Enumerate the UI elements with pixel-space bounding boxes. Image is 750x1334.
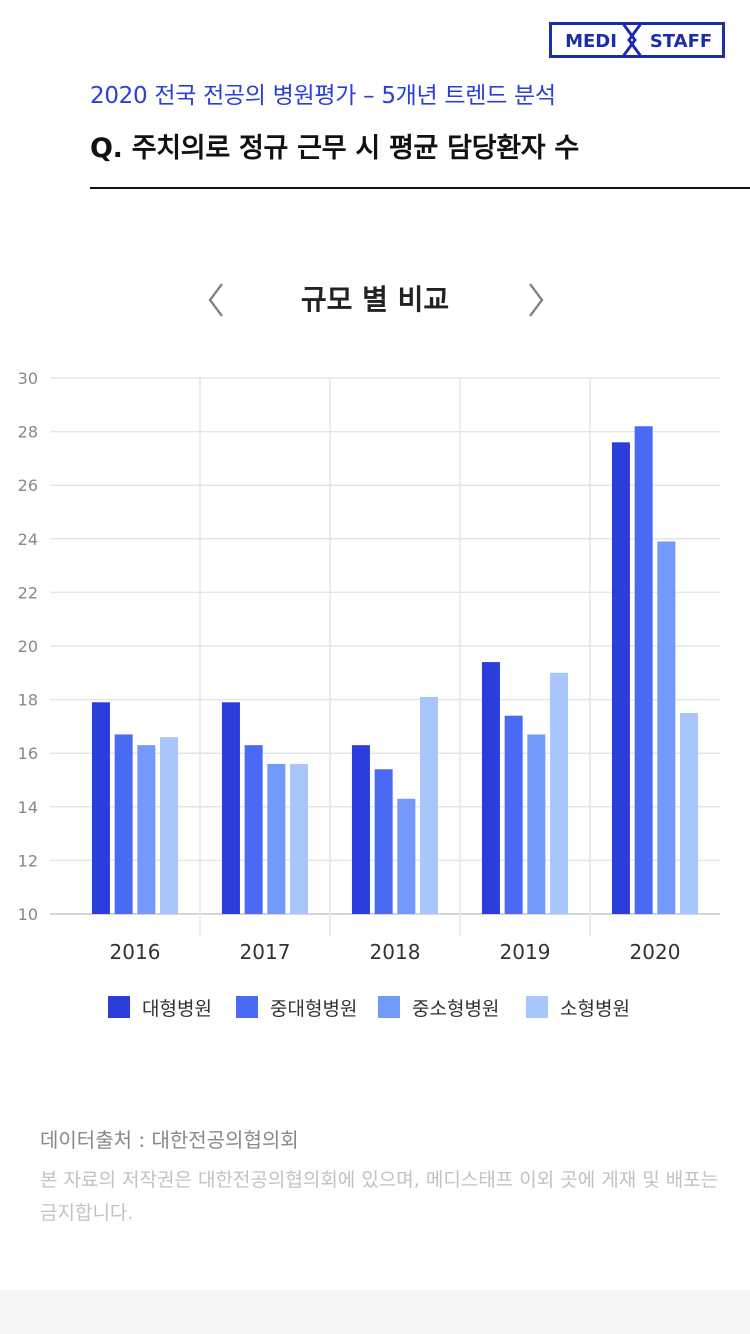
x-tick-label: 2020 [630, 940, 681, 964]
y-tick-label: 20 [18, 637, 38, 656]
y-tick-label: 10 [18, 905, 38, 924]
bar-2019-0 [481, 662, 500, 914]
bar-2019-2 [527, 734, 546, 914]
bar-2020-1 [634, 426, 653, 914]
bar-2018-3 [420, 696, 439, 914]
bar-2016-0 [91, 702, 110, 914]
y-tick-label: 12 [18, 851, 38, 870]
header-divider [90, 187, 750, 189]
bar-2017-1 [244, 745, 263, 914]
bar-2016-2 [137, 745, 156, 914]
legend-swatch [236, 996, 258, 1018]
logo-left-text: MEDI [565, 31, 617, 52]
chart-view-title: 규모 별 비교 [300, 283, 450, 316]
y-tick-label: 18 [18, 691, 38, 710]
y-tick-label: 28 [18, 423, 38, 442]
chevron-right-icon[interactable] [518, 280, 554, 320]
bar-2020-3 [680, 713, 699, 914]
legend-swatch [378, 996, 400, 1018]
question-title: Q. 주치의로 정규 근무 시 평균 담당환자 수 [90, 133, 579, 164]
x-tick-label: 2019 [500, 940, 551, 964]
bar-2018-2 [397, 798, 416, 914]
bar-2017-3 [290, 763, 309, 914]
legend-swatch [108, 996, 130, 1018]
footer-band [0, 1290, 750, 1334]
logo-right-text: STAFF [650, 31, 712, 52]
bar-chart: 10 12 14 16 18 20 22 24 26 28 30 2016 2017 2018 2019 20… [18, 369, 720, 964]
legend-label: 중소형병원 [412, 997, 500, 1020]
y-tick-label: 24 [18, 530, 38, 549]
bar-2020-2 [657, 541, 676, 914]
bar-2017-2 [267, 763, 286, 914]
x-tick-label: 2018 [370, 940, 421, 964]
data-source: 데이터출처 : 대한전공의협의회 [40, 1128, 299, 1152]
report-subtitle: 2020 전국 전공의 병원평가 – 5개년 트렌드 분석 [90, 83, 556, 109]
copyright-notice: 본 자료의 저작권은 대한전공의협의회에 있으며, 메디스태프 이외 곳에 게재… [40, 1169, 719, 1224]
legend-label: 소형병원 [560, 997, 630, 1020]
legend-label: 중대형병원 [270, 997, 358, 1020]
chevron-left-icon[interactable] [198, 280, 234, 320]
bar-2020-0 [611, 442, 630, 914]
x-tick-label: 2016 [110, 940, 161, 964]
y-tick-label: 16 [18, 744, 38, 763]
y-tick-label: 30 [18, 369, 38, 388]
legend-item: 소형병원 [526, 990, 630, 1024]
bar-2018-1 [374, 769, 393, 914]
legend-item: 중소형병원 [378, 990, 499, 1024]
y-tick-label: 14 [18, 798, 38, 817]
medistaff-logo: MEDI STAFF [549, 22, 725, 58]
y-tick-label: 22 [18, 583, 38, 602]
bar-2019-3 [550, 672, 569, 914]
bar-2017-0 [221, 702, 240, 914]
legend-swatch [526, 996, 548, 1018]
chart-legend: 대형병원 중대형병원 중소형병원 소형병원 [108, 990, 708, 1024]
bar-2019-1 [504, 715, 523, 914]
bar-2016-3 [160, 737, 179, 914]
bar-2016-1 [114, 734, 133, 914]
x-tick-label: 2017 [240, 940, 291, 964]
chart-navigation: 규모 별 비교 [0, 270, 750, 326]
y-tick-label: 26 [18, 476, 38, 495]
legend-item: 대형병원 [108, 990, 212, 1024]
legend-label: 대형병원 [142, 997, 212, 1020]
bar-2018-0 [351, 745, 370, 914]
legend-item: 중대형병원 [236, 990, 357, 1024]
